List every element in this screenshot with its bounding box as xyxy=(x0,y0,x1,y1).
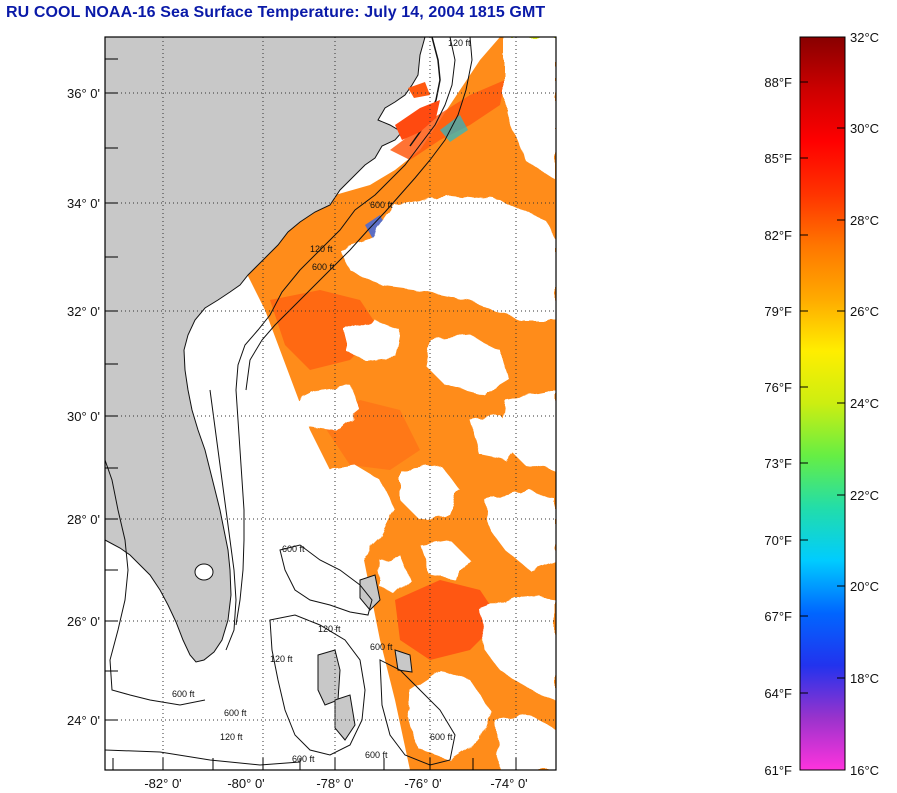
colorbar-label-f: 82°F xyxy=(764,228,792,243)
lake-okeechobee xyxy=(194,563,214,581)
lat-label: 32° 0' xyxy=(67,304,100,319)
colorbar-label-c: 32°C xyxy=(850,30,879,45)
colorbar-label-f: 70°F xyxy=(764,533,792,548)
lat-label: 36° 0' xyxy=(67,86,100,101)
colorbar-label-f: 67°F xyxy=(764,609,792,624)
colorbar-label-c: 28°C xyxy=(850,213,879,228)
colorbar-label-f: 64°F xyxy=(764,686,792,701)
depth-label: 600 ft xyxy=(430,732,453,742)
lon-label: -78° 0' xyxy=(316,776,353,791)
depth-label: 120 ft xyxy=(318,624,341,634)
lon-label: -80° 0' xyxy=(227,776,264,791)
colorbar-label-c: 20°C xyxy=(850,579,879,594)
colorbar-label-c: 30°C xyxy=(850,121,879,136)
depth-label: 600 ft xyxy=(172,689,195,699)
depth-label: 120 ft xyxy=(310,244,333,254)
depth-contours xyxy=(105,37,473,766)
lat-label: 30° 0' xyxy=(67,409,100,424)
lat-label: 24° 0' xyxy=(67,713,100,728)
colorbar-label-f: 76°F xyxy=(764,380,792,395)
lon-label: -82° 0' xyxy=(144,776,181,791)
lon-label: -74° 0' xyxy=(490,776,527,791)
depth-label: 120 ft xyxy=(270,654,293,664)
colorbar-label-c: 16°C xyxy=(850,763,879,778)
depth-label: 600 ft xyxy=(292,754,315,764)
colorbar-label-c: 18°C xyxy=(850,671,879,686)
colorbar-label-f: 88°F xyxy=(764,75,792,90)
depth-label: 600 ft xyxy=(282,544,305,554)
sst-warm-patch xyxy=(395,580,500,660)
colorbar-label-c: 24°C xyxy=(850,396,879,411)
cloud-cover xyxy=(290,37,556,770)
colorbar-label-f: 61°F xyxy=(764,763,792,778)
colorbar-label-f: 73°F xyxy=(764,456,792,471)
sound-water xyxy=(395,100,440,140)
lat-label: 28° 0' xyxy=(67,512,100,527)
colorbar-label-c: 22°C xyxy=(850,488,879,503)
depth-label: 120 ft xyxy=(220,732,243,742)
colorbar-label-f: 85°F xyxy=(764,151,792,166)
lat-ticks xyxy=(105,58,118,721)
lon-label: -76° 0' xyxy=(404,776,441,791)
map-frame xyxy=(104,36,557,771)
colorbar-ticks xyxy=(800,36,845,771)
map-title: RU COOL NOAA-16 Sea Surface Temperature:… xyxy=(6,4,546,21)
colorbar-label-c: 26°C xyxy=(850,304,879,319)
depth-label: 600 ft xyxy=(224,708,247,718)
sst-warm-patch xyxy=(390,80,505,160)
depth-label: 600 ft xyxy=(370,642,393,652)
bahamas-islands xyxy=(317,574,413,741)
depth-label: 120 ft xyxy=(448,38,471,48)
map-area[interactable]: 120 ft 600 ft 120 ft 600 ft 600 ft 120 f… xyxy=(105,37,556,770)
depth-label: 600 ft xyxy=(365,750,388,760)
depth-label: 600 ft xyxy=(312,262,335,272)
colorbar: 88°F 85°F 82°F 79°F 76°F 73°F 70°F 67°F … xyxy=(764,30,879,778)
lon-ticks xyxy=(112,758,517,770)
sound-water xyxy=(408,82,430,98)
lat-label: 34° 0' xyxy=(67,196,100,211)
lat-label: 26° 0' xyxy=(67,614,100,629)
colorbar-label-f: 79°F xyxy=(764,304,792,319)
depth-label: 600 ft xyxy=(370,200,393,210)
